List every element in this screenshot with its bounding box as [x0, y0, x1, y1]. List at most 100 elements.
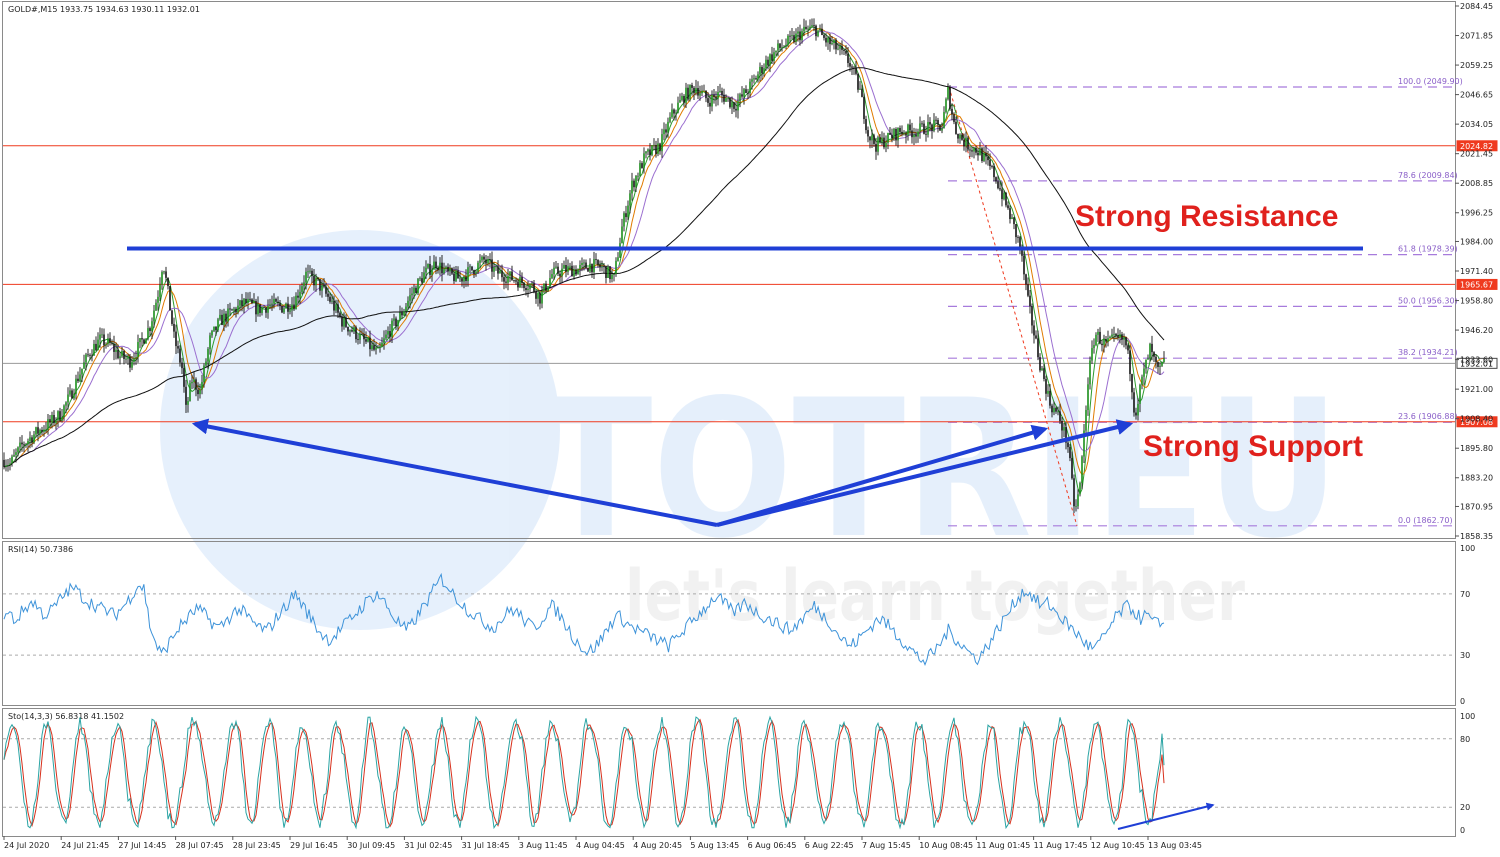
candle-body	[655, 144, 657, 154]
candle-body	[779, 43, 781, 48]
candle-body	[811, 25, 813, 27]
candle-body	[283, 308, 285, 313]
candle-body	[699, 93, 701, 96]
candle-body	[523, 282, 525, 289]
time-tick-label: 13 Aug 03:45	[1148, 841, 1202, 850]
support-arrow	[716, 424, 1049, 527]
candle-body	[261, 307, 263, 313]
candle-body	[997, 181, 999, 189]
candle-body	[503, 277, 505, 282]
candle-body	[185, 386, 187, 405]
candle-body	[1121, 334, 1123, 340]
candle-body	[341, 316, 343, 327]
candle-body	[353, 327, 355, 332]
candle-body	[703, 90, 705, 92]
price-level-tag-box	[1456, 140, 1498, 152]
candle-body	[189, 383, 191, 401]
candle-body	[819, 28, 821, 31]
candle-body	[405, 306, 407, 312]
candle-body	[169, 286, 171, 311]
candle-body	[1083, 430, 1085, 457]
candle-body	[1069, 447, 1071, 459]
candle-body	[321, 284, 323, 291]
candle-body	[131, 361, 133, 368]
candle-body	[229, 308, 231, 310]
candle-body	[593, 259, 595, 273]
candle-body	[1027, 284, 1029, 296]
candle-body	[659, 143, 661, 152]
candle-body	[837, 48, 839, 50]
candle-body	[793, 35, 795, 42]
fib-level-label: 78.6 (2009.84)	[1398, 171, 1458, 180]
price-tick-label: 2034.05	[1460, 120, 1493, 129]
price-level-tag: 1965.67	[1456, 278, 1498, 290]
candle-body	[473, 270, 475, 274]
candle-body	[1111, 334, 1113, 337]
price-tick-label: 2046.65	[1460, 91, 1493, 100]
candle-body	[1105, 339, 1107, 342]
candle-body	[1003, 192, 1005, 200]
candle-body	[471, 266, 473, 271]
candle-body	[1101, 343, 1103, 346]
candle-body	[971, 150, 973, 152]
candle-body	[371, 345, 373, 350]
candle-body	[497, 266, 499, 274]
candle-body	[543, 283, 545, 292]
candle-body	[829, 37, 831, 45]
candle-body	[915, 134, 917, 137]
candle-body	[561, 268, 563, 277]
candle-body	[327, 293, 329, 297]
candle-body	[453, 273, 455, 282]
candle-body	[1103, 339, 1105, 346]
candle-body	[113, 343, 115, 352]
candle-body	[209, 335, 211, 349]
candle-body	[395, 318, 397, 327]
candle-body	[1159, 365, 1161, 367]
candle-body	[319, 279, 321, 291]
candle-body	[733, 102, 735, 109]
price-tick-label: 1958.80	[1460, 297, 1493, 306]
candle-body	[921, 123, 923, 125]
candle-body	[293, 304, 295, 310]
candle-body	[707, 98, 709, 103]
candle-body	[55, 420, 57, 424]
candle-body	[671, 109, 673, 118]
candle-body	[573, 269, 575, 277]
candle-body	[595, 259, 597, 260]
candle-body	[1081, 456, 1083, 484]
candle-body	[1107, 338, 1109, 342]
candle-body	[891, 134, 893, 139]
candle-body	[425, 267, 427, 273]
candle-body	[809, 26, 811, 29]
resistance-label: Strong Resistance	[1075, 200, 1338, 233]
candle-body	[835, 39, 837, 50]
candle-body	[663, 129, 665, 135]
candle-body	[291, 304, 293, 311]
candle-body	[175, 331, 177, 347]
candle-body	[675, 112, 677, 114]
candle-body	[713, 94, 715, 97]
candle-body	[17, 447, 19, 453]
candle-body	[807, 28, 809, 30]
support-arrow	[191, 418, 718, 527]
candle-body	[163, 271, 165, 273]
candle-body	[527, 288, 529, 291]
candle-body	[1057, 411, 1059, 413]
candle-body	[187, 400, 189, 405]
candle-body	[549, 278, 551, 287]
time-tick-label: 11 Aug 01:45	[976, 841, 1030, 850]
candle-body	[813, 25, 815, 27]
candle-body	[29, 437, 31, 441]
candle-body	[307, 271, 309, 273]
candle-body	[505, 281, 507, 283]
candle-body	[945, 99, 947, 113]
candle-body	[783, 46, 785, 48]
candle-body	[117, 349, 119, 359]
time-tick-label: 29 Jul 16:45	[290, 841, 338, 850]
candle-body	[785, 44, 787, 47]
candle-body	[873, 135, 875, 144]
candle-body	[965, 137, 967, 147]
candle-body	[529, 284, 531, 289]
candle-body	[879, 137, 881, 142]
candle-body	[463, 276, 465, 282]
